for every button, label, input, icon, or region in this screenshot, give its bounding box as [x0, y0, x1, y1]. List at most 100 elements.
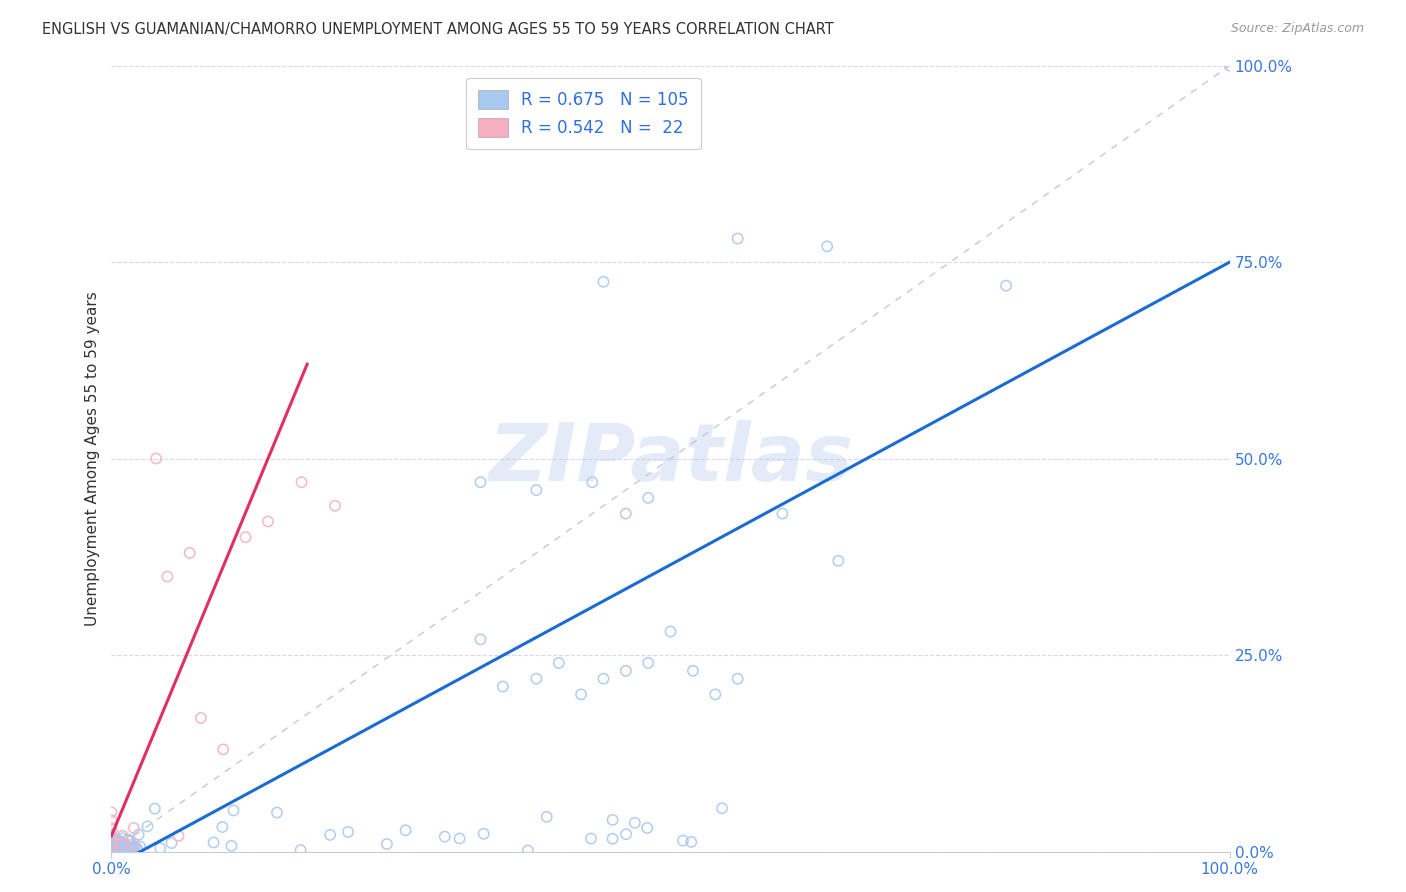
Point	[103, 833, 125, 847]
Point	[995, 278, 1018, 293]
Point	[100, 805, 122, 820]
Text: ENGLISH VS GUAMANIAN/CHAMORRO UNEMPLOYMENT AMONG AGES 55 TO 59 YEARS CORRELATION: ENGLISH VS GUAMANIAN/CHAMORRO UNEMPLOYME…	[42, 22, 834, 37]
Point	[449, 831, 471, 846]
Point	[112, 842, 135, 856]
Point	[101, 844, 124, 858]
Point	[110, 844, 132, 858]
Point	[100, 841, 122, 855]
Point	[160, 836, 183, 850]
Point	[492, 680, 515, 694]
Point	[124, 839, 146, 854]
Point	[727, 231, 749, 245]
Point	[569, 687, 592, 701]
Point	[149, 841, 172, 855]
Point	[101, 840, 124, 855]
Point	[120, 842, 142, 856]
Point	[107, 838, 129, 852]
Point	[682, 664, 704, 678]
Point	[815, 239, 838, 253]
Point	[516, 843, 538, 857]
Point	[103, 831, 125, 846]
Point	[681, 835, 703, 849]
Point	[118, 843, 141, 857]
Point	[592, 672, 614, 686]
Point	[111, 837, 134, 851]
Point	[143, 802, 166, 816]
Text: ZIPatlas: ZIPatlas	[488, 419, 853, 498]
Point	[128, 828, 150, 842]
Point	[592, 275, 614, 289]
Point	[100, 837, 122, 851]
Point	[108, 842, 131, 856]
Y-axis label: Unemployment Among Ages 55 to 59 years: Unemployment Among Ages 55 to 59 years	[86, 291, 100, 626]
Point	[110, 835, 132, 849]
Point	[727, 672, 749, 686]
Point	[581, 475, 603, 490]
Point	[179, 546, 201, 560]
Point	[222, 804, 245, 818]
Point	[602, 813, 624, 827]
Point	[107, 838, 129, 852]
Point	[120, 841, 142, 855]
Point	[121, 838, 143, 852]
Point	[323, 499, 346, 513]
Point	[125, 841, 148, 855]
Point	[212, 742, 235, 756]
Point	[118, 834, 141, 848]
Point	[122, 837, 145, 851]
Point	[190, 711, 212, 725]
Point	[672, 833, 695, 847]
Point	[117, 832, 139, 847]
Point	[470, 632, 492, 647]
Point	[114, 839, 136, 854]
Point	[614, 507, 637, 521]
Point	[105, 833, 128, 847]
Point	[101, 842, 124, 856]
Point	[257, 515, 280, 529]
Point	[637, 491, 659, 505]
Legend: R = 0.675   N = 105, R = 0.542   N =  22: R = 0.675 N = 105, R = 0.542 N = 22	[467, 78, 700, 149]
Point	[770, 507, 793, 521]
Point	[104, 841, 127, 855]
Point	[1219, 59, 1241, 73]
Point	[394, 823, 416, 838]
Point	[337, 825, 360, 839]
Point	[105, 843, 128, 857]
Point	[111, 829, 134, 843]
Point	[104, 838, 127, 853]
Point	[167, 829, 190, 843]
Point	[120, 844, 142, 858]
Point	[117, 839, 139, 854]
Point	[100, 845, 122, 859]
Point	[202, 836, 225, 850]
Point	[624, 815, 647, 830]
Point	[100, 829, 122, 843]
Text: Source: ZipAtlas.com: Source: ZipAtlas.com	[1230, 22, 1364, 36]
Point	[101, 841, 124, 855]
Point	[101, 843, 124, 857]
Point	[121, 840, 143, 855]
Point	[266, 805, 288, 820]
Point	[290, 843, 312, 857]
Point	[112, 838, 135, 852]
Point	[100, 837, 122, 851]
Point	[472, 827, 495, 841]
Point	[100, 821, 122, 835]
Point	[108, 839, 131, 854]
Point	[107, 842, 129, 856]
Point	[103, 835, 125, 849]
Point	[117, 832, 139, 847]
Point	[111, 831, 134, 846]
Point	[101, 830, 124, 845]
Point	[711, 801, 734, 815]
Point	[579, 831, 602, 846]
Point	[108, 840, 131, 855]
Point	[103, 833, 125, 847]
Point	[104, 838, 127, 852]
Point	[104, 844, 127, 858]
Point	[120, 844, 142, 858]
Point	[122, 843, 145, 857]
Point	[637, 656, 659, 670]
Point	[105, 840, 128, 855]
Point	[100, 813, 122, 827]
